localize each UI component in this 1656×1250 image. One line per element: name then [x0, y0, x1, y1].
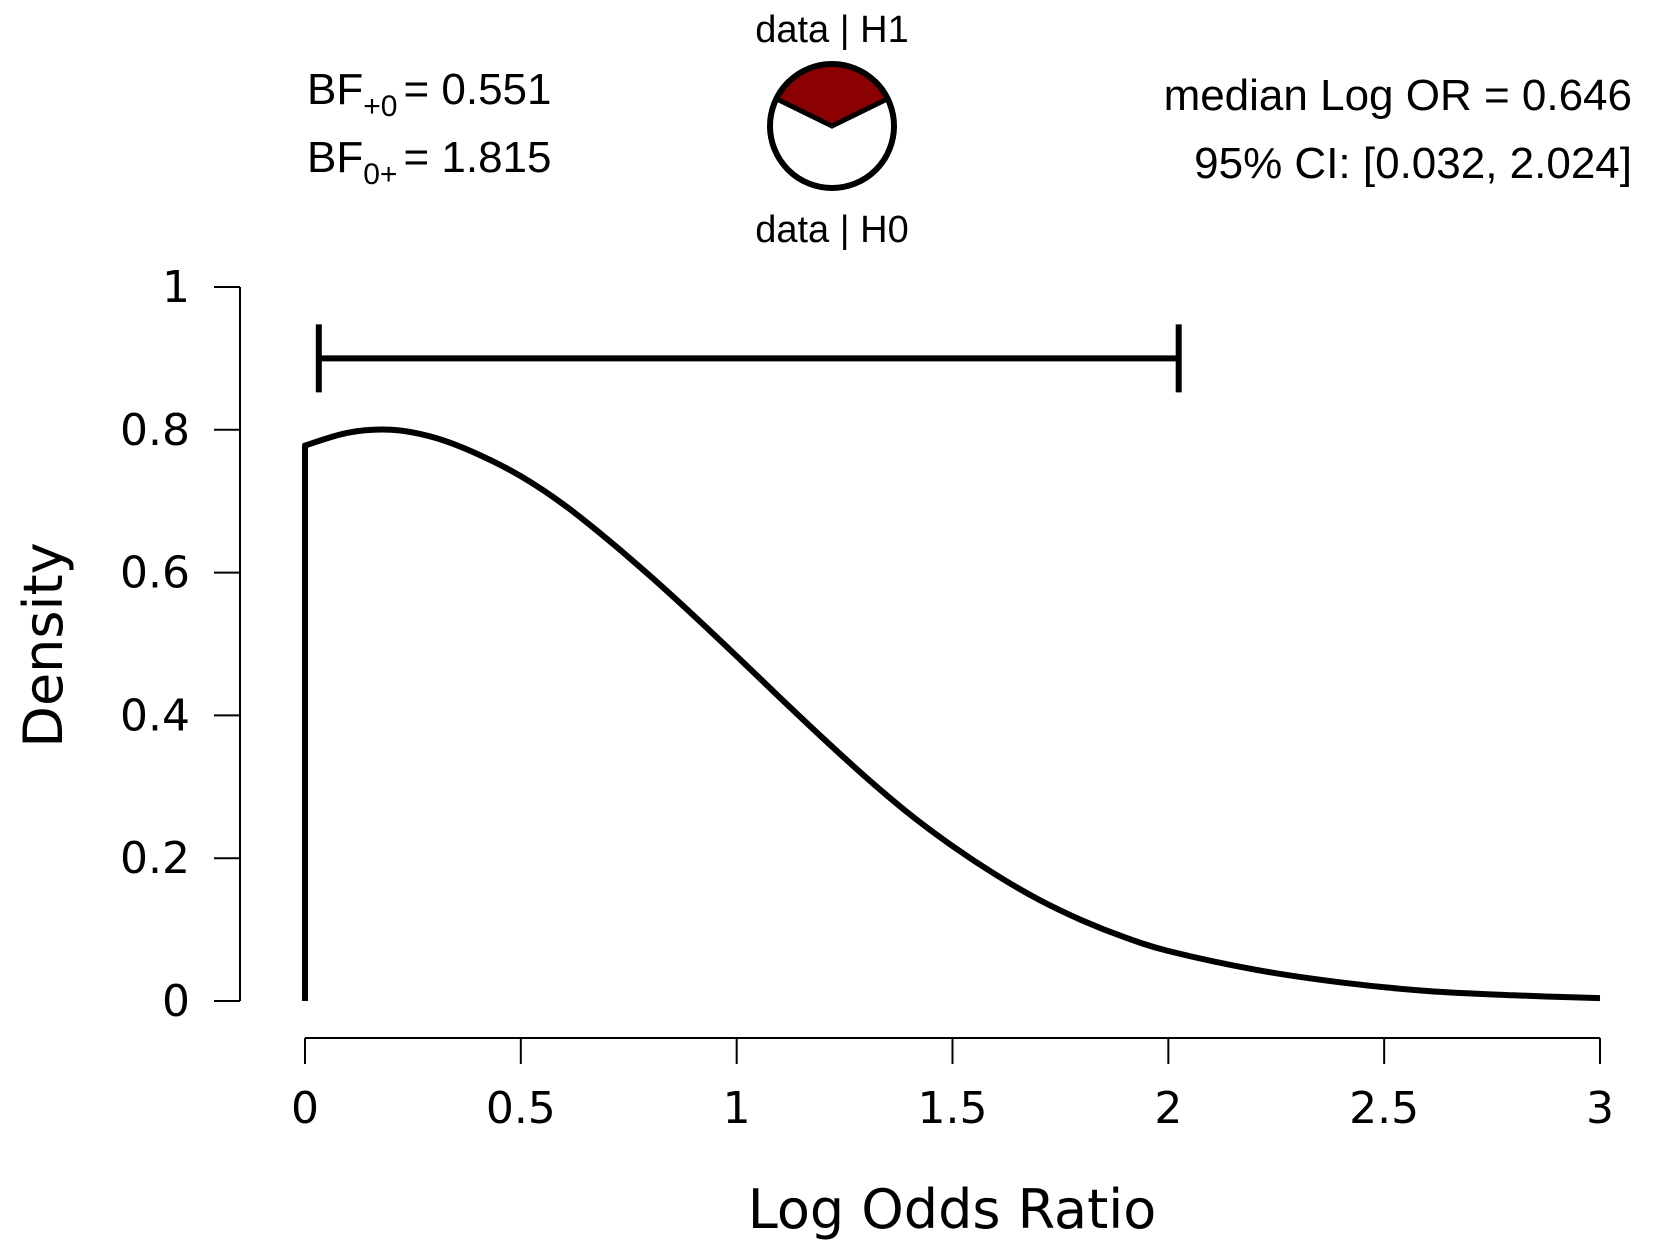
x-axis: 0 0.5 1 1.5 2 2.5 3 [291, 1037, 1614, 1134]
bf-plus0-value: = 0.551 [403, 65, 551, 114]
bf-0plus-sub: 0+ [363, 158, 397, 191]
x-tick-label: 2.5 [1349, 1083, 1419, 1134]
x-tick-label: 2 [1154, 1083, 1182, 1134]
bf-plus0-sub: +0 [363, 90, 397, 123]
y-tick-label: 0 [162, 976, 190, 1027]
bf-plus0-label: BF [307, 65, 363, 114]
pie-bottom-label: data | H0 [755, 209, 909, 251]
x-tick-label: 3 [1586, 1083, 1614, 1134]
y-axis: 0 0.2 0.4 0.6 0.8 1 [120, 262, 241, 1027]
pie-chart [767, 61, 897, 191]
credible-interval-bar [315, 324, 1182, 393]
bf-plus0-text: BF+0 = 0.551 [307, 65, 551, 123]
bf-0plus-value: = 1.815 [403, 133, 551, 182]
y-tick-label: 1 [162, 262, 190, 313]
x-axis-title: Log Odds Ratio [748, 1178, 1157, 1241]
x-tick-label: 1 [723, 1083, 751, 1134]
density-curve [302, 426, 1601, 1002]
x-tick-label: 0 [291, 1083, 319, 1134]
bf-0plus-label: BF [307, 133, 363, 182]
x-tick-label: 1.5 [918, 1083, 988, 1134]
bf-0plus-text: BF0+ = 1.815 [307, 133, 551, 191]
y-axis-title: Density [12, 542, 75, 747]
y-tick-label: 0.4 [120, 690, 190, 741]
median-text: median Log OR = 0.646 [1164, 71, 1632, 120]
ci-text: 95% CI: [0.032, 2.024] [1194, 139, 1632, 188]
y-tick-label: 0.6 [120, 548, 190, 599]
y-tick-label: 0.8 [120, 405, 190, 456]
pie-top-label: data | H1 [755, 9, 909, 51]
pie-outline [767, 61, 897, 191]
x-tick-label: 0.5 [486, 1083, 556, 1134]
y-tick-label: 0.2 [120, 833, 190, 884]
